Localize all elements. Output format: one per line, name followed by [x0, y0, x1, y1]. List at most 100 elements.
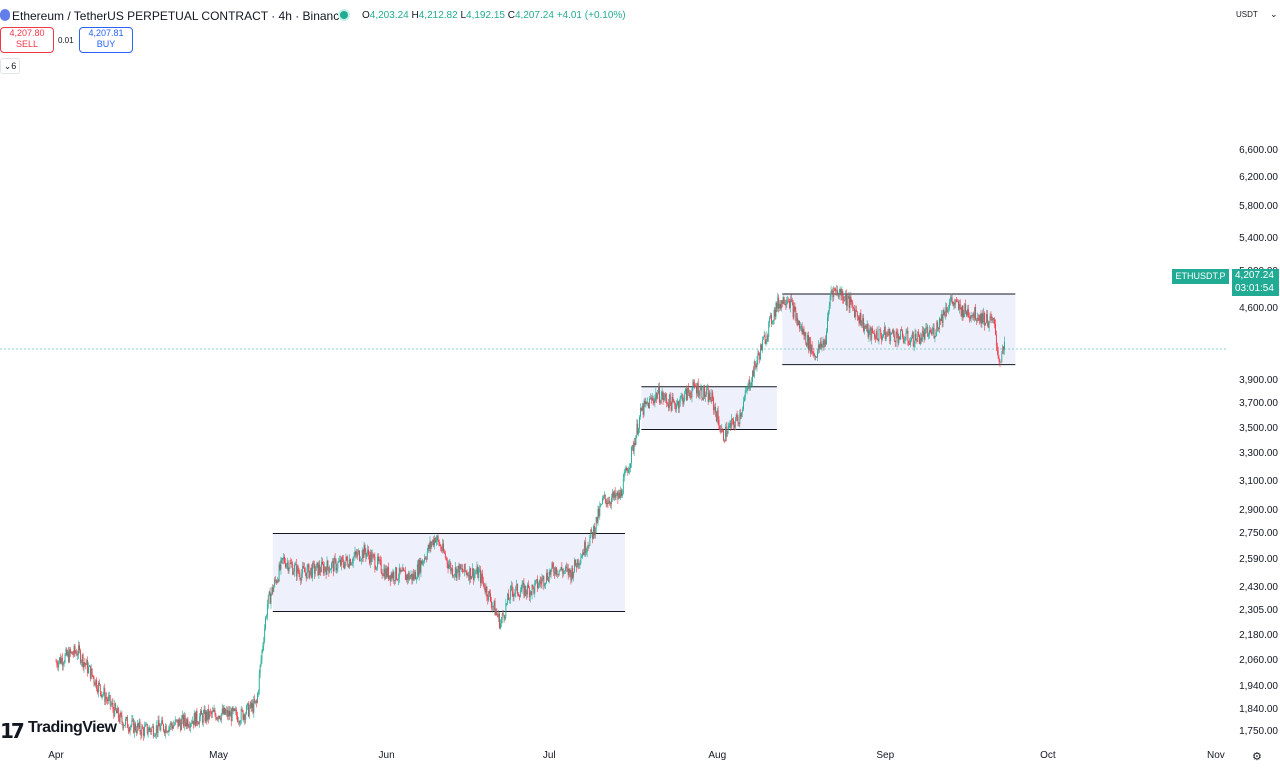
candle — [431, 541, 433, 549]
candle — [337, 561, 339, 573]
candle — [189, 721, 191, 731]
candle — [828, 301, 830, 315]
candle — [203, 704, 205, 715]
candle — [336, 563, 338, 575]
candle — [679, 395, 681, 407]
candle — [622, 473, 624, 495]
candle — [976, 318, 977, 326]
candle — [406, 573, 408, 585]
candle — [59, 657, 61, 665]
candle — [998, 355, 1000, 364]
candle — [471, 563, 473, 578]
candle — [730, 420, 732, 432]
candle — [716, 407, 718, 424]
indicators-toggle[interactable]: ⌄6 — [0, 58, 20, 74]
candle — [249, 701, 251, 709]
candle — [867, 323, 869, 340]
chevron-down-icon[interactable]: ⌄ — [1270, 9, 1278, 19]
candle — [520, 584, 522, 593]
candle — [106, 692, 108, 704]
candle — [791, 297, 793, 306]
price-chart[interactable] — [0, 0, 1228, 745]
candle — [769, 316, 771, 328]
candle — [157, 715, 159, 737]
candle — [692, 378, 694, 391]
candle — [170, 720, 172, 731]
sell-button[interactable]: 4,207.80 SELL — [0, 27, 54, 53]
settings-gear-icon[interactable]: ⚙ — [1252, 751, 1262, 763]
candle — [758, 350, 760, 356]
candle — [584, 537, 586, 557]
candle — [403, 567, 405, 572]
candle — [350, 558, 351, 566]
candle — [602, 494, 604, 501]
candle — [865, 324, 867, 332]
candle — [726, 430, 728, 437]
candle — [683, 397, 685, 407]
candle — [864, 323, 865, 335]
candle — [421, 560, 423, 565]
candle — [459, 563, 461, 580]
candle — [70, 647, 71, 658]
candle — [854, 304, 855, 318]
time-axis-tick: Jun — [378, 750, 395, 761]
price-axis-tick: 3,500.00 — [1239, 422, 1278, 434]
candle — [406, 573, 407, 583]
candle — [977, 314, 979, 322]
candle — [792, 299, 794, 320]
candle — [564, 570, 566, 575]
candle — [58, 660, 60, 672]
candle — [322, 561, 324, 577]
symbol-title[interactable]: Ethereum / TetherUS PERPETUAL CONTRACT ·… — [12, 9, 346, 23]
candle — [228, 706, 230, 721]
candle — [596, 516, 598, 525]
candle — [621, 489, 623, 499]
candle — [825, 335, 827, 347]
candle — [795, 306, 797, 323]
candle — [191, 716, 193, 724]
candle — [469, 566, 471, 585]
candle — [219, 715, 221, 722]
ohlc-readout: O4,203.24 H4,212.82 L4,192.15 C4,207.24 … — [362, 10, 626, 21]
candle — [710, 396, 712, 403]
candle — [181, 715, 183, 731]
candle — [719, 425, 721, 433]
candle — [901, 326, 902, 332]
candle — [912, 331, 914, 348]
candle — [66, 647, 68, 657]
candle — [1004, 336, 1005, 355]
price-axis[interactable]: 6,600.006,200.005,800.005,400.005,000.00… — [1228, 0, 1280, 745]
candle — [695, 383, 697, 388]
candle — [75, 650, 77, 655]
candle — [812, 350, 814, 357]
candle — [126, 714, 128, 728]
candle — [438, 539, 440, 547]
range-box[interactable] — [782, 294, 1016, 365]
candle — [160, 723, 162, 732]
candle — [432, 539, 434, 546]
candle — [880, 327, 882, 339]
candle — [437, 533, 439, 542]
candle — [235, 705, 237, 715]
candle — [465, 570, 467, 576]
candle — [717, 405, 719, 426]
candle — [427, 544, 429, 554]
candle — [967, 305, 968, 318]
currency-label[interactable]: USDT — [1236, 10, 1258, 19]
candle — [117, 707, 119, 722]
candle — [269, 587, 271, 604]
candle — [132, 714, 134, 722]
candle — [154, 732, 155, 737]
candle — [834, 287, 836, 292]
candle — [557, 573, 559, 578]
time-axis-tick: May — [209, 750, 229, 761]
candle — [457, 565, 459, 574]
candle — [696, 383, 697, 399]
candle — [774, 307, 776, 321]
buy-button[interactable]: 4,207.81 BUY — [79, 27, 133, 53]
candle — [648, 402, 650, 409]
candle — [747, 382, 749, 391]
candle — [158, 715, 160, 727]
range-box[interactable] — [272, 533, 626, 612]
candle — [914, 328, 916, 348]
